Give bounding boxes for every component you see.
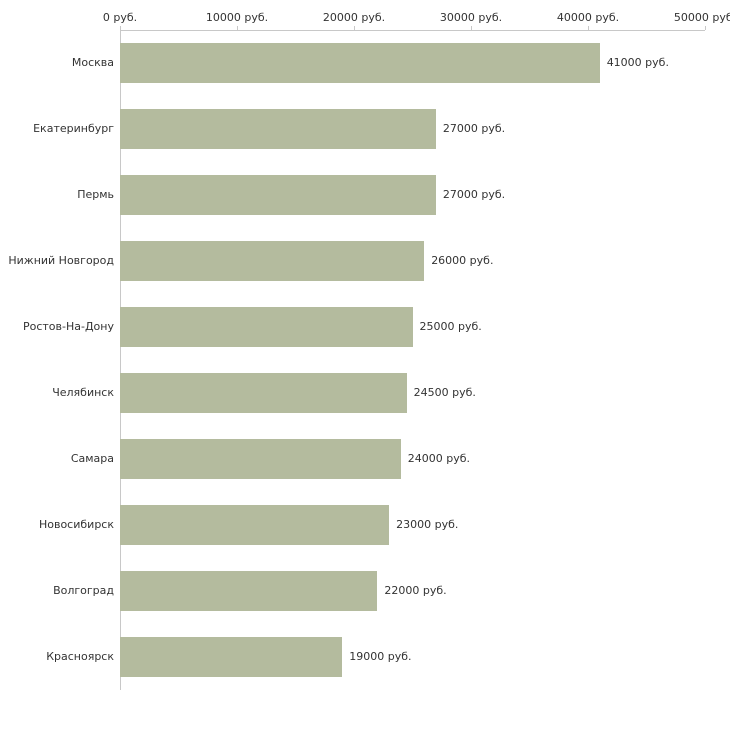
category-label: Самара: [70, 452, 114, 465]
value-label: 19000 руб.: [349, 650, 412, 663]
value-label: 22000 руб.: [384, 584, 447, 597]
bar-row: Челябинск 24500 руб.: [52, 360, 705, 426]
category-label: Красноярск: [46, 650, 114, 663]
bar-row: Екатеринбург 27000 руб.: [33, 96, 705, 162]
value-label: 41000 руб.: [606, 56, 669, 69]
category-label: Новосибирск: [38, 518, 114, 531]
bar-row: Пермь 27000 руб.: [77, 162, 705, 228]
bar: [120, 109, 436, 149]
x-tick-label: 0 руб.: [102, 11, 138, 24]
x-tick-mark: [705, 26, 706, 30]
bar: [120, 43, 600, 83]
plot-area: 0 руб. 10000 руб. 20000 руб. 30000 руб. 4000…: [8, 11, 730, 690]
x-tick-label: 30000 руб.: [439, 11, 503, 24]
bar-row: Москва 41000 руб.: [72, 30, 705, 96]
category-label: Москва: [71, 56, 114, 69]
value-label: 24000 руб.: [407, 452, 471, 465]
bar-row: Красноярск 19000 руб.: [46, 624, 705, 690]
bar: [120, 571, 378, 611]
bar-row: Волгоград 22000 руб.: [53, 558, 705, 624]
bar-row: Самара 24000 руб.: [71, 426, 705, 492]
x-tick-label: 10000 руб.: [205, 11, 269, 24]
bar: [120, 637, 343, 677]
value-label: 26000 руб.: [431, 254, 494, 267]
bar: [120, 307, 413, 347]
category-label: Ростов-На-Дону: [22, 320, 114, 333]
bar-row: Ростов-На-Дону 25000 руб.: [23, 294, 705, 360]
bar-row: Новосибирск 23000 руб.: [39, 492, 705, 558]
bar: [120, 241, 425, 281]
bar: [120, 175, 436, 215]
bar-row: Нижний Новгород 26000 руб.: [8, 228, 705, 294]
x-tick-label: 20000 руб.: [322, 11, 386, 24]
category-label: Нижний Новгород: [8, 254, 114, 267]
x-tick-mark: [471, 26, 472, 30]
bar: [120, 505, 390, 545]
value-label: 24500 руб.: [413, 386, 476, 399]
value-label: 23000 руб.: [396, 518, 459, 531]
x-axis-line: [120, 30, 705, 31]
x-tick-mark: [588, 26, 589, 30]
category-label: Пермь: [77, 188, 114, 201]
chart-rows: Москва 41000 руб. Екатеринбург 27000 руб…: [8, 30, 705, 690]
value-label: 27000 руб.: [442, 188, 506, 201]
value-label: 27000 руб.: [442, 122, 506, 135]
category-label: Челябинск: [52, 386, 114, 399]
x-tick-mark: [237, 26, 238, 30]
value-label: 25000 руб.: [419, 320, 482, 333]
category-label: Волгоград: [53, 584, 114, 597]
bar: [120, 439, 401, 479]
category-label: Екатеринбург: [33, 122, 114, 135]
x-tick-mark: [120, 26, 121, 30]
y-axis-line: [120, 30, 121, 690]
x-tick-label: 50000 руб.: [673, 11, 730, 24]
x-tick-label: 40000 руб.: [556, 11, 620, 24]
bar: [120, 373, 407, 413]
x-tick-mark: [354, 26, 355, 30]
